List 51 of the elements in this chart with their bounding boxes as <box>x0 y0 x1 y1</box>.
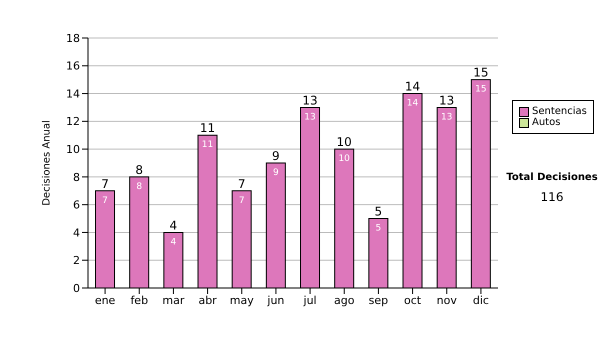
legend-label: Autos <box>532 117 560 128</box>
total-label: 9 <box>272 149 280 163</box>
y-tick-label: 18 <box>66 32 80 45</box>
text: Total Decisiones <box>505 172 599 183</box>
x-tick-label: ago <box>334 294 355 307</box>
x-tick-label: mar <box>162 294 185 307</box>
x-tick-label: nov <box>436 294 458 307</box>
total-label: 5 <box>374 204 382 219</box>
legend-label: Sentencias <box>532 106 587 117</box>
y-tick-label: 14 <box>66 87 80 100</box>
total-label: 14 <box>404 80 420 94</box>
total-label: 7 <box>238 176 246 191</box>
data-label: 10 <box>338 154 350 164</box>
x-tick-label: jul <box>302 294 317 307</box>
data-label: 13 <box>440 112 452 122</box>
total-label: 13 <box>302 93 318 108</box>
y-tick-label: 2 <box>73 254 80 268</box>
x-tick-label: feb <box>130 294 148 307</box>
data-label: 11 <box>202 140 214 150</box>
y-tick-label: 4 <box>73 226 80 240</box>
data-label: 5 <box>375 224 382 234</box>
y-tick-label: 0 <box>73 282 80 295</box>
x-tick-label: ene <box>94 294 116 307</box>
data-label: 14 <box>406 98 419 109</box>
data-label: 15 <box>475 84 487 95</box>
total-label: 8 <box>135 162 144 177</box>
y-tick-label: 10 <box>66 143 80 156</box>
x-tick-label: sep <box>368 294 388 307</box>
data-label: 13 <box>304 112 316 122</box>
total-label: 7 <box>101 176 109 191</box>
data-label: 8 <box>136 182 142 192</box>
total-label: 4 <box>170 218 178 232</box>
y-tick-label: 12 <box>66 115 80 128</box>
total-label: 13 <box>439 93 454 108</box>
data-label: 7 <box>102 196 108 206</box>
x-tick-label: jun <box>266 294 284 307</box>
y-axis-title: Decisiones Anual <box>42 120 53 206</box>
text: 116 <box>540 190 564 204</box>
data-label: 9 <box>272 168 279 178</box>
total-label: 11 <box>200 121 216 136</box>
total-label: 10 <box>336 135 352 150</box>
x-tick-label: oct <box>404 294 422 307</box>
data-label: 7 <box>238 196 245 206</box>
x-tick-label: abr <box>198 294 218 307</box>
y-tick-label: 6 <box>73 198 80 212</box>
x-tick-label: may <box>230 294 254 307</box>
data-label: 4 <box>170 237 176 248</box>
total-label: 15 <box>473 66 488 80</box>
y-tick-label: 16 <box>66 60 80 73</box>
y-tick-label: 8 <box>73 170 80 184</box>
x-tick-label: dic <box>472 294 489 307</box>
